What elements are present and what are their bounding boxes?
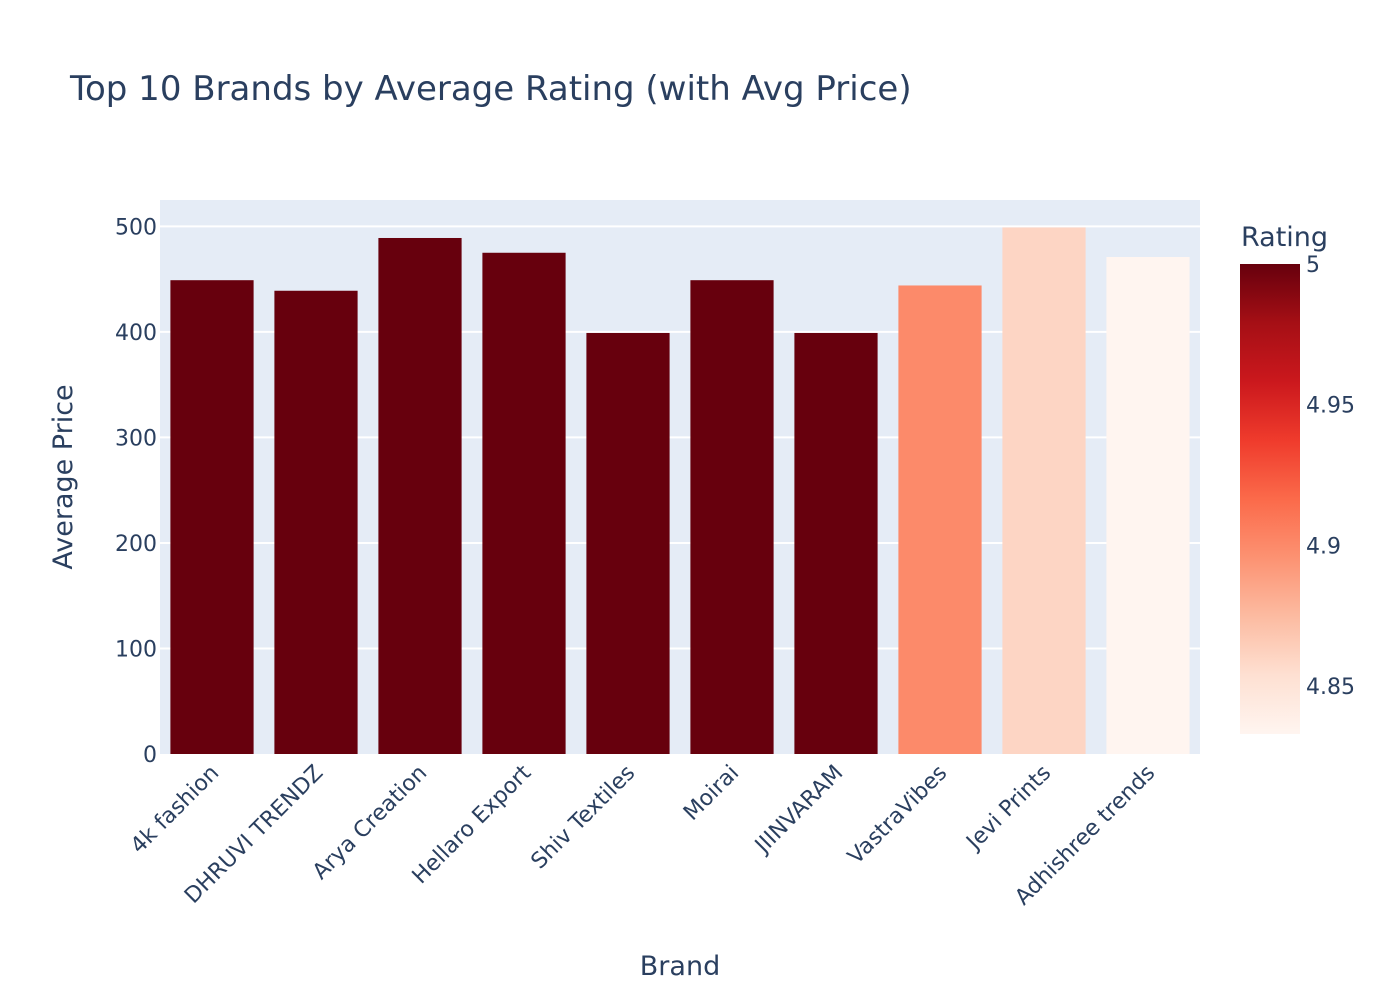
y-tick-label: 300 [115,426,157,451]
colorbar-ticks: 4.85 4.9 4.95 5 [1306,253,1355,700]
bar [378,237,462,754]
colorbar-title: Rating [1241,222,1328,253]
chart-title: Top 10 Brands by Average Rating (with Av… [69,69,912,109]
x-tick-label: VastraVibes [843,761,952,870]
y-tick-label: 0 [143,743,157,768]
x-tick-label: Jevi Prints [961,761,1057,857]
colorbar [1240,264,1300,734]
colorbar-tick-label: 4.85 [1306,675,1355,700]
bar [690,280,774,754]
y-axis-title: Average Price [48,384,79,569]
x-axis-title: Brand [640,951,720,982]
x-tick-label: Moirai [679,761,744,826]
x-tick-label: JIINVARAM [749,761,848,860]
colorbar-tick-label: 4.9 [1306,534,1341,559]
bar [1106,256,1190,754]
bars [170,227,1190,755]
y-tick-label: 500 [115,215,157,240]
bar [586,332,670,754]
x-tick-label: Shiv Textiles [527,761,641,875]
y-tick-label: 100 [115,637,157,662]
bar [274,290,358,754]
colorbar-tick-label: 5 [1306,253,1320,278]
y-tick-label: 400 [115,321,157,346]
colorbar-tick-label: 4.95 [1306,394,1355,419]
y-axis-ticks: 0 100 200 300 400 500 [115,215,157,768]
bar [482,252,566,754]
x-tick-label: 4k fashion [126,761,224,859]
bar [794,332,878,754]
bar [170,280,254,754]
bar [1002,227,1086,755]
y-tick-label: 200 [115,532,157,557]
bar [898,285,982,754]
